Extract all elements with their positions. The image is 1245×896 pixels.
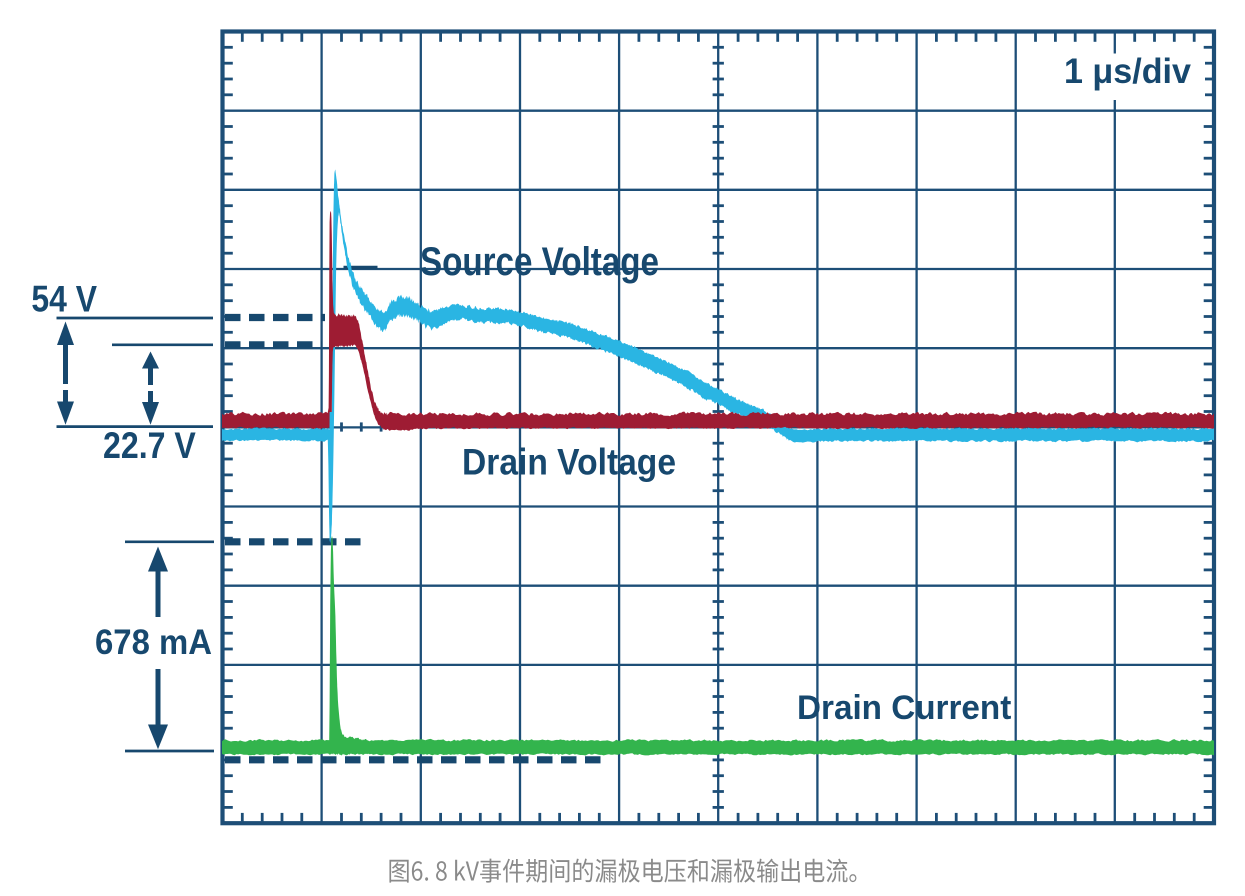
- svg-text:Source Voltage: Source Voltage: [420, 240, 659, 284]
- svg-text:22.7 V: 22.7 V: [103, 425, 196, 466]
- svg-text:Drain Voltage: Drain Voltage: [462, 440, 676, 482]
- svg-text:54 V: 54 V: [31, 279, 97, 320]
- svg-text:Drain Current: Drain Current: [797, 689, 1011, 727]
- svg-text:1 μs/div: 1 μs/div: [1064, 52, 1192, 91]
- svg-text:678 mA: 678 mA: [95, 623, 212, 662]
